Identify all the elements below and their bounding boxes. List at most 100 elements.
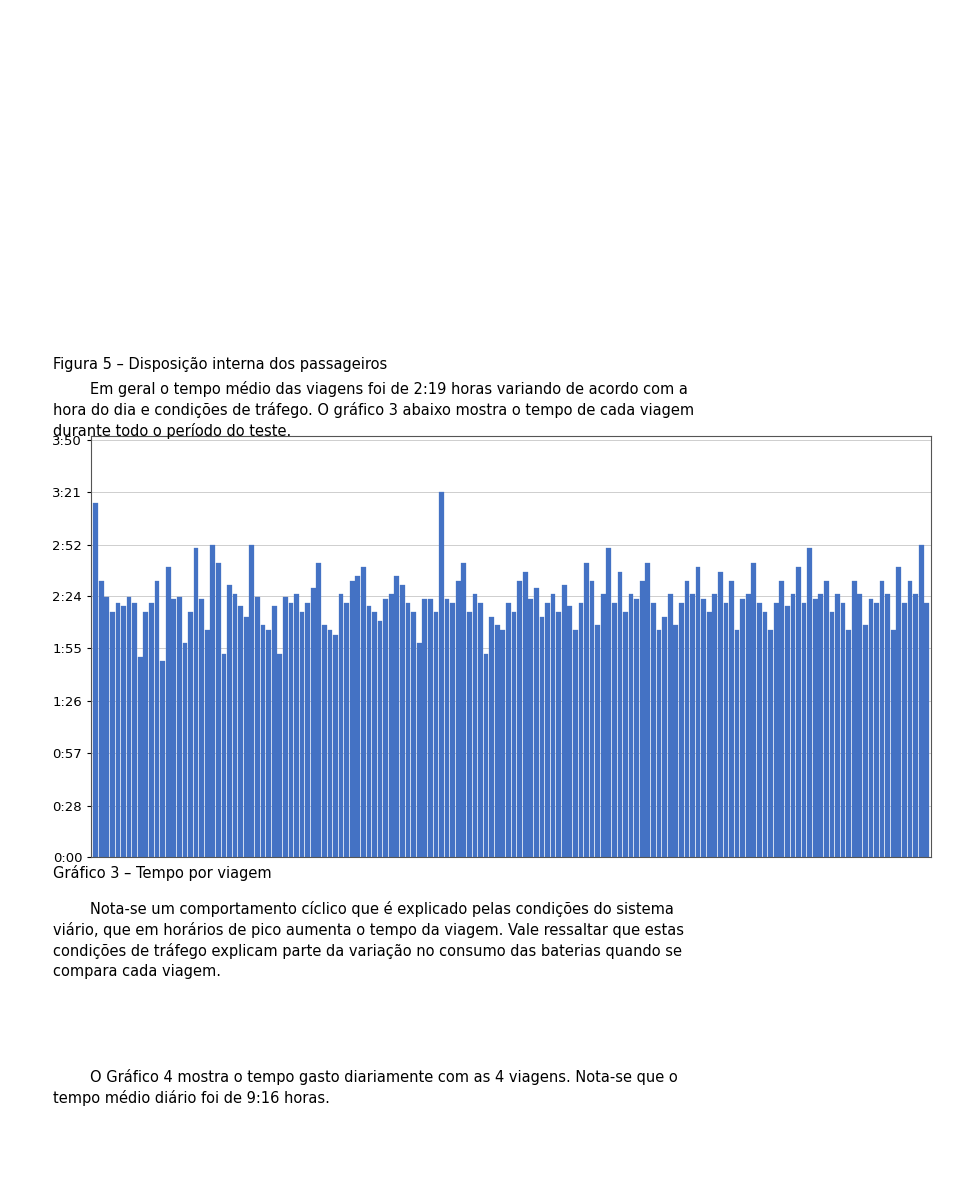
Bar <box>635 599 639 857</box>
Bar <box>182 642 187 857</box>
Bar <box>228 585 232 857</box>
Bar <box>222 654 227 857</box>
Bar <box>383 599 388 857</box>
Bar <box>406 603 410 857</box>
Bar <box>740 599 745 857</box>
Bar <box>484 654 489 857</box>
Bar <box>707 612 711 857</box>
Bar <box>623 612 628 857</box>
Bar <box>327 630 332 857</box>
Bar <box>875 603 879 857</box>
Text: viário, que em horários de pico aumenta o tempo da viagem. Vale ressaltar que es: viário, que em horários de pico aumenta … <box>53 922 684 938</box>
Bar <box>651 603 656 857</box>
Bar <box>149 603 154 857</box>
Bar <box>361 567 366 857</box>
Bar <box>305 603 310 857</box>
Text: Nota-se um comportamento cíclico que é explicado pelas condições do sistema: Nota-se um comportamento cíclico que é e… <box>53 901 674 916</box>
Bar <box>790 594 795 857</box>
Bar <box>439 492 444 857</box>
Bar <box>762 612 767 857</box>
Bar <box>355 575 360 857</box>
Bar <box>132 603 137 857</box>
Bar <box>266 630 271 857</box>
Bar <box>395 575 399 857</box>
Bar <box>204 630 209 857</box>
Bar <box>785 606 790 857</box>
Bar <box>232 594 237 857</box>
Text: hora do dia e condições de tráfego. O gráfico 3 abaixo mostra o tempo de cada vi: hora do dia e condições de tráfego. O gr… <box>53 401 694 418</box>
Bar <box>422 599 427 857</box>
Bar <box>250 545 254 857</box>
Bar <box>110 612 115 857</box>
Bar <box>372 612 377 857</box>
Bar <box>105 598 109 857</box>
Bar <box>138 658 143 857</box>
Bar <box>589 581 594 857</box>
Bar <box>349 581 354 857</box>
Bar <box>517 581 522 857</box>
Bar <box>595 624 600 857</box>
Bar <box>757 603 762 857</box>
Bar <box>512 612 516 857</box>
Bar <box>885 594 890 857</box>
Bar <box>907 581 912 857</box>
Bar <box>166 567 171 857</box>
Bar <box>534 588 539 857</box>
Bar <box>115 603 120 857</box>
Bar <box>829 612 834 857</box>
Bar <box>679 603 684 857</box>
Bar <box>188 612 193 857</box>
Bar <box>93 503 98 857</box>
Bar <box>294 594 299 857</box>
Bar <box>567 606 572 857</box>
Text: Em geral o tempo médio das viagens foi de 2:19 horas variando de acordo com a: Em geral o tempo médio das viagens foi d… <box>53 381 687 397</box>
Bar <box>913 594 918 857</box>
Bar <box>657 630 661 857</box>
Bar <box>562 585 566 857</box>
Bar <box>311 588 316 857</box>
Bar <box>818 594 823 857</box>
Bar <box>322 624 326 857</box>
Bar <box>556 612 561 857</box>
Bar <box>673 624 678 857</box>
Bar <box>289 603 293 857</box>
Bar <box>411 612 416 857</box>
Bar <box>701 599 706 857</box>
Bar <box>500 630 505 857</box>
Bar <box>640 581 645 857</box>
Text: Figura 5 – Disposição interna dos passageiros: Figura 5 – Disposição interna dos passag… <box>53 357 387 373</box>
Bar <box>272 606 276 857</box>
Bar <box>467 612 471 857</box>
Bar <box>813 599 818 857</box>
Bar <box>472 594 477 857</box>
Bar <box>194 549 199 857</box>
Bar <box>601 594 606 857</box>
Bar <box>377 621 382 857</box>
Bar <box>718 571 723 857</box>
Bar <box>645 563 650 857</box>
Bar <box>835 594 840 857</box>
Bar <box>724 603 729 857</box>
Bar <box>897 567 901 857</box>
Bar <box>155 581 159 857</box>
Bar <box>824 581 828 857</box>
Bar <box>428 599 433 857</box>
Bar <box>684 581 689 857</box>
Bar <box>863 624 868 857</box>
Bar <box>333 635 338 857</box>
Bar <box>177 598 181 857</box>
Bar <box>160 661 165 857</box>
Bar <box>523 571 527 857</box>
Bar <box>238 606 243 857</box>
Bar <box>752 563 756 857</box>
Text: tempo médio diário foi de 9:16 horas.: tempo médio diário foi de 9:16 horas. <box>53 1090 329 1106</box>
Bar <box>607 549 612 857</box>
Bar <box>746 594 751 857</box>
Bar <box>768 630 773 857</box>
Bar <box>367 606 372 857</box>
Bar <box>891 630 896 857</box>
Bar <box>434 612 439 857</box>
Bar <box>919 545 924 857</box>
Bar <box>495 624 499 857</box>
Bar <box>696 567 701 857</box>
